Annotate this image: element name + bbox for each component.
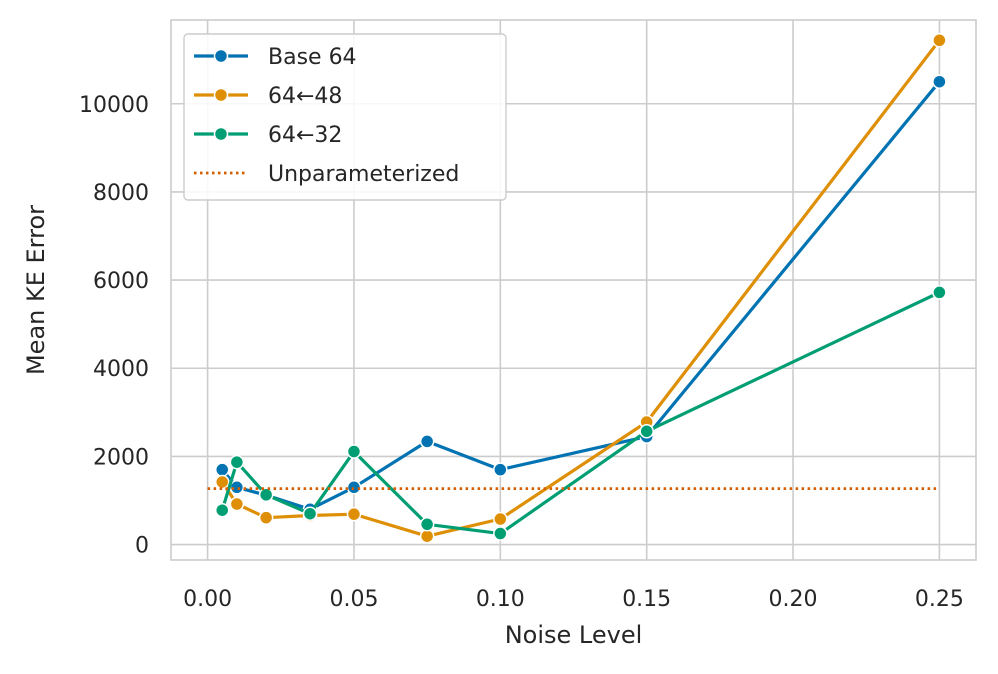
y-tick-label: 8000	[93, 181, 149, 206]
data-point	[214, 474, 230, 490]
legend-label: Base 64	[268, 45, 357, 70]
legend-label: 64←32	[268, 123, 342, 148]
series-line	[220, 290, 942, 536]
data-point	[419, 528, 435, 544]
legend-item: Unparameterized	[194, 162, 459, 187]
data-point	[493, 511, 508, 527]
legend-marker	[213, 48, 229, 64]
data-point	[214, 502, 230, 518]
legend-label: 64←48	[268, 84, 342, 109]
y-tick-label: 4000	[93, 357, 149, 382]
x-tick-label: 0.20	[769, 587, 818, 612]
series-2	[214, 285, 947, 541]
y-axis-title: Mean KE Error	[22, 205, 50, 375]
y-tick-label: 0	[135, 534, 149, 559]
legend-marker	[213, 87, 229, 103]
data-point	[258, 487, 274, 503]
data-point	[639, 424, 654, 439]
series-1	[214, 33, 947, 544]
data-point	[302, 506, 318, 521]
data-point	[932, 33, 947, 48]
y-axis: 0 2000 4000 6000 8000 10000	[79, 93, 149, 559]
y-tick-label: 6000	[93, 269, 149, 294]
x-axis-title: Noise Level	[505, 621, 643, 649]
legend-marker	[213, 126, 229, 142]
legend-item: 64←48	[194, 84, 342, 109]
data-point	[214, 462, 230, 477]
data-point	[419, 434, 435, 449]
data-point	[229, 454, 245, 470]
legend-item: 64←32	[194, 123, 342, 148]
data-point	[258, 510, 274, 525]
plot-border	[170, 19, 977, 561]
legend-box	[183, 33, 507, 201]
data-point	[229, 496, 245, 512]
legend-item: Base 64	[194, 45, 357, 70]
x-tick-label: 0.10	[476, 587, 525, 612]
legend-label: Unparameterized	[268, 162, 459, 187]
y-tick-label: 2000	[93, 445, 149, 470]
x-tick-label: 0.05	[329, 587, 378, 612]
y-tick-label: 10000	[79, 93, 149, 118]
data-point	[493, 526, 508, 541]
plot-frame	[170, 19, 977, 561]
x-tick-label: 0.00	[183, 587, 232, 612]
data-point	[932, 285, 947, 300]
legend: Base 64 64←48 64←32 Unparameterized	[183, 33, 507, 201]
data-point	[346, 444, 362, 459]
x-axis: 0.00 0.05 0.10 0.15 0.20 0.25	[183, 587, 964, 612]
series-layer	[207, 33, 947, 544]
data-point	[346, 506, 362, 522]
data-point	[932, 74, 947, 89]
data-point	[493, 462, 508, 477]
data-point	[419, 517, 435, 532]
x-tick-label: 0.25	[915, 587, 964, 612]
x-tick-label: 0.15	[622, 587, 671, 612]
